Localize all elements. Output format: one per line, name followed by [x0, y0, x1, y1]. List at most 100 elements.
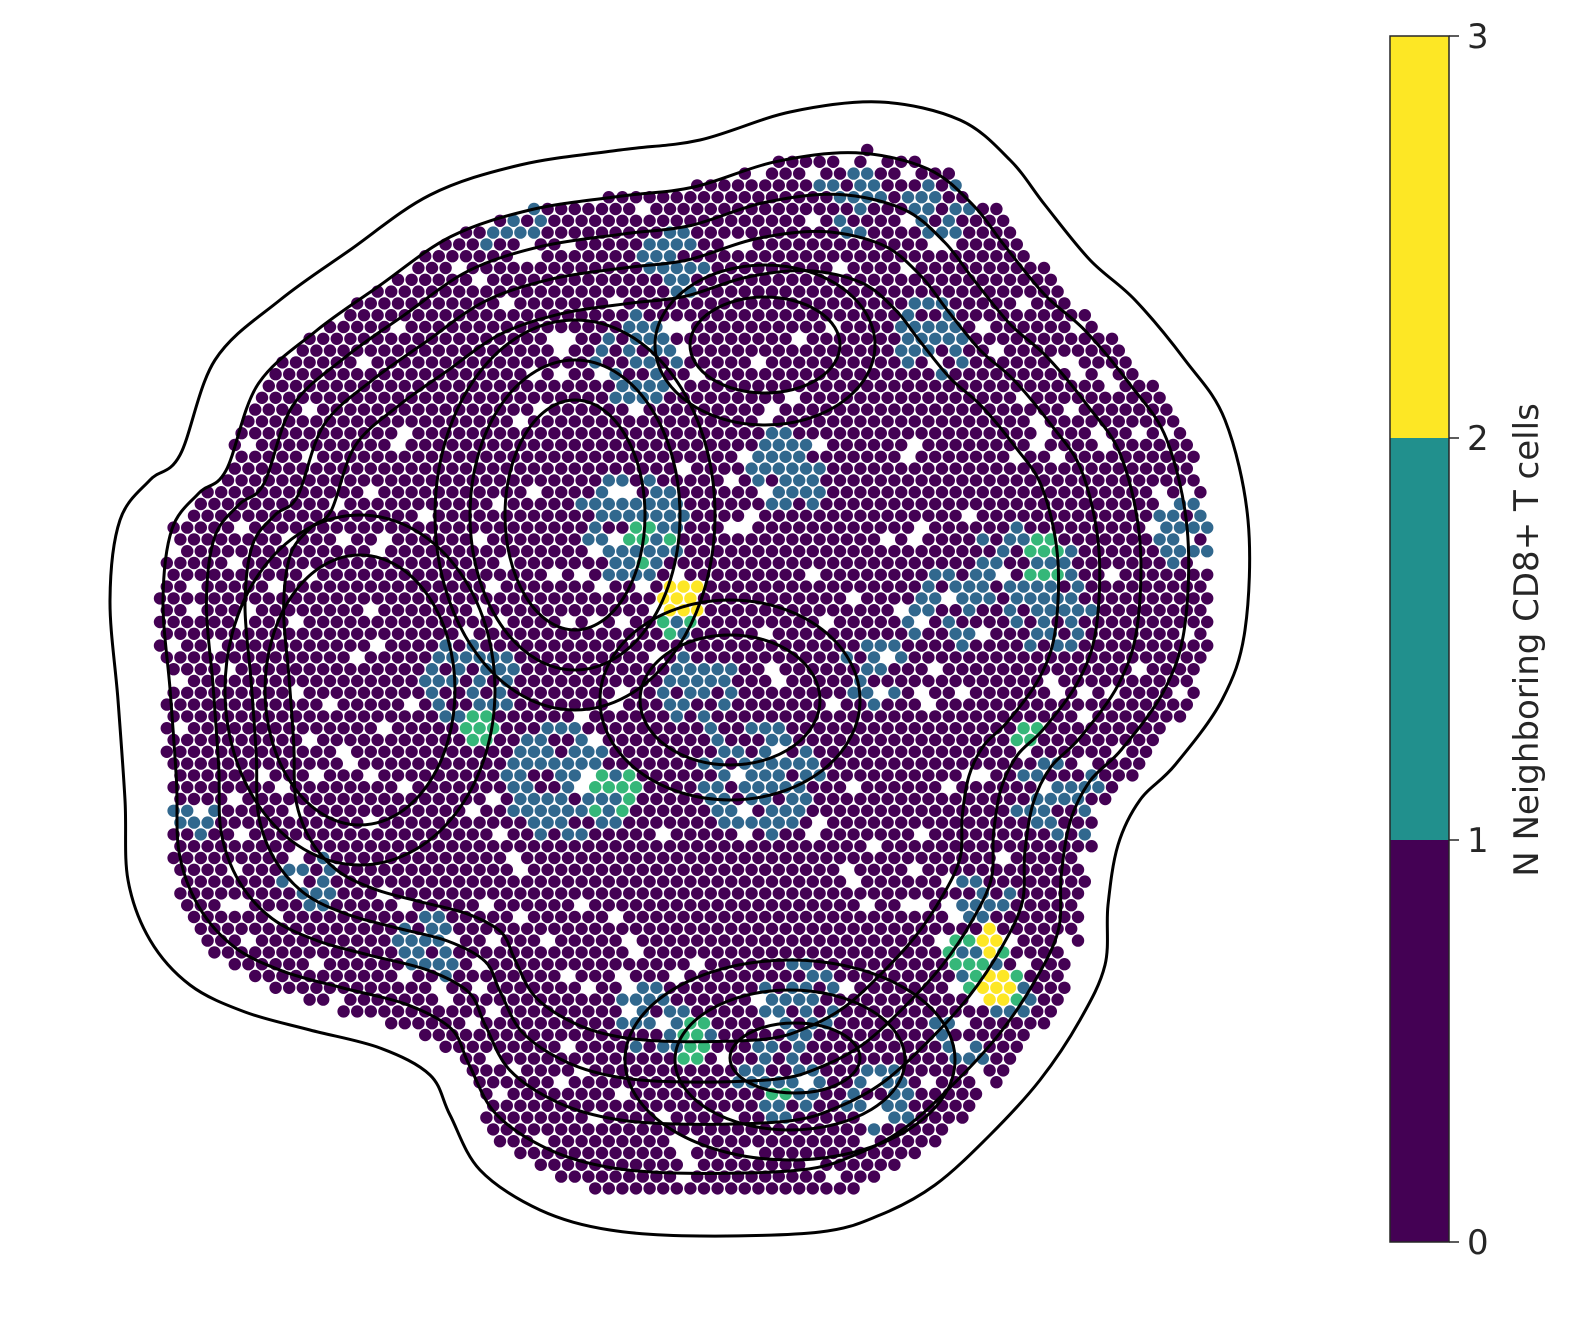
spot-value-1 [1065, 568, 1078, 581]
spot-value-0 [813, 297, 826, 310]
spot-value-0 [412, 733, 425, 747]
spot-value-0 [840, 462, 853, 475]
spot-value-0 [194, 781, 207, 794]
spot-value-0 [412, 828, 425, 841]
spot-value-0 [385, 379, 398, 393]
spot-value-0 [215, 863, 228, 876]
spot-value-0 [874, 261, 887, 275]
spot-value-0 [215, 556, 228, 570]
spot-value-0 [595, 462, 609, 475]
spot-value-0 [718, 462, 731, 475]
spot-value-1 [731, 745, 745, 758]
spot-value-0 [1105, 545, 1119, 558]
spot-value-0 [949, 297, 962, 310]
spot-value-0 [602, 922, 615, 935]
spot-value-0 [697, 1087, 711, 1101]
spot-value-1 [527, 816, 541, 829]
spot-value-0 [901, 639, 915, 652]
spot-value-0 [561, 592, 575, 605]
spot-value-0 [568, 1170, 581, 1183]
spot-value-0 [507, 474, 520, 487]
spot-value-0 [643, 757, 656, 770]
spot-value-0 [1146, 403, 1160, 416]
spot-value-1 [711, 733, 724, 747]
spot-value-0 [453, 875, 466, 888]
spot-value-0 [861, 403, 874, 416]
spot-value-1 [623, 556, 636, 570]
spot-value-0 [779, 1064, 792, 1077]
spot-value-0 [976, 651, 989, 664]
spot-value-0 [1099, 580, 1112, 593]
spot-value-0 [983, 757, 996, 770]
spot-value-0 [1119, 615, 1132, 629]
spot-value-0 [976, 722, 989, 735]
spot-value-0 [657, 1135, 670, 1148]
spot-value-0 [799, 1052, 813, 1065]
spot-value-0 [799, 910, 813, 924]
spot-value-1 [643, 356, 656, 369]
spot-value-0 [861, 828, 874, 841]
spot-value-0 [296, 509, 309, 522]
spot-value-0 [1065, 521, 1078, 534]
spot-value-1 [759, 438, 772, 452]
spot-value-0 [1112, 415, 1126, 428]
spot-value-0 [616, 663, 629, 676]
spot-value-0 [1031, 1005, 1044, 1018]
spot-value-0 [908, 509, 921, 522]
spot-value-0 [759, 580, 772, 593]
spot-value-0 [439, 545, 452, 558]
spot-value-0 [1146, 450, 1160, 463]
spot-value-0 [867, 604, 881, 617]
spot-value-1 [1058, 556, 1071, 570]
spot-value-0 [779, 851, 792, 865]
spot-value-0 [330, 450, 343, 463]
spot-value-0 [1071, 438, 1085, 452]
spot-value-0 [793, 356, 806, 369]
spot-value-0 [412, 993, 425, 1006]
spot-value-0 [929, 828, 942, 841]
spot-value-1 [663, 674, 677, 688]
spot-value-0 [813, 651, 826, 664]
spot-value-0 [895, 934, 908, 947]
spot-value-0 [813, 863, 826, 876]
spot-value-0 [942, 497, 955, 511]
spot-value-1 [609, 792, 622, 806]
spot-value-0 [310, 344, 323, 357]
spot-value-0 [1071, 722, 1085, 735]
spot-value-0 [677, 297, 690, 310]
spot-value-1 [772, 462, 785, 475]
spot-value-0 [806, 733, 819, 747]
spot-value-0 [405, 273, 418, 286]
spot-value-0 [385, 521, 398, 534]
spot-value-1 [650, 556, 663, 570]
spot-value-0 [527, 887, 541, 900]
spot-value-1 [874, 663, 887, 676]
spot-value-0 [425, 828, 439, 841]
spot-value-0 [432, 391, 445, 404]
spot-value-0 [813, 887, 826, 900]
spot-value-0 [446, 887, 459, 900]
spot-value-0 [548, 899, 561, 912]
spot-value-0 [548, 1111, 561, 1124]
spot-value-0 [534, 875, 547, 888]
spot-value-0 [500, 863, 513, 876]
spot-value-0 [364, 958, 377, 971]
spot-value-0 [1146, 497, 1160, 511]
spot-value-0 [568, 226, 581, 239]
spot-value-0 [357, 733, 371, 747]
spot-value-1 [500, 226, 513, 239]
spot-value-0 [289, 568, 303, 581]
spot-value-0 [568, 368, 581, 381]
spot-value-0 [1051, 285, 1064, 298]
spot-value-0 [602, 1017, 615, 1030]
spot-value-0 [337, 604, 350, 617]
spot-value-0 [697, 828, 711, 841]
spot-value-0 [582, 297, 595, 310]
spot-value-0 [643, 285, 656, 298]
spot-value-0 [480, 521, 493, 534]
spot-value-0 [391, 651, 405, 664]
spot-value-0 [1092, 356, 1105, 369]
spot-value-0 [521, 261, 534, 275]
spot-value-3 [990, 981, 1003, 994]
spot-value-0 [228, 533, 241, 546]
